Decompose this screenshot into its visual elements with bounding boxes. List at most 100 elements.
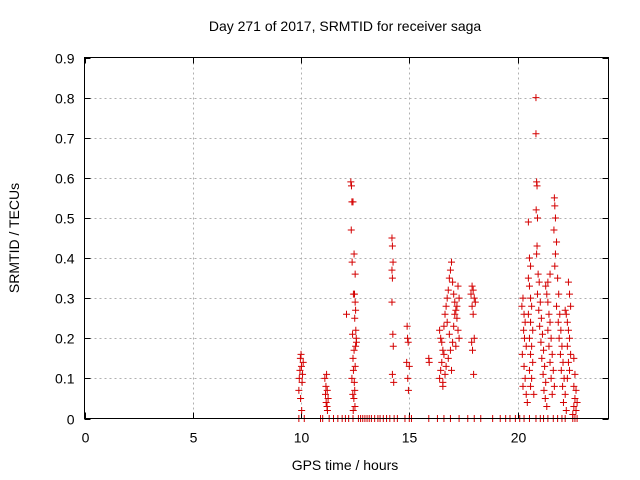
data-point (389, 330, 397, 338)
data-point (297, 350, 305, 358)
data-point (548, 390, 556, 398)
y-tick-label: 0.9 (55, 51, 75, 67)
data-point (403, 358, 411, 366)
data-point (572, 386, 580, 394)
y-tick-label: 0.1 (55, 371, 75, 387)
data-point (450, 290, 458, 298)
data-point (448, 258, 456, 266)
data-point (525, 334, 533, 342)
data-point (322, 398, 330, 406)
data-point (540, 346, 548, 354)
data-point (557, 326, 565, 334)
data-point (563, 374, 571, 382)
data-point (553, 238, 561, 246)
data-point (296, 354, 304, 362)
data-point (352, 326, 360, 334)
data-point (563, 318, 571, 326)
data-point (349, 198, 357, 206)
data-point (530, 390, 538, 398)
data-point (528, 342, 536, 350)
x-tick-label: 10 (294, 430, 310, 446)
data-point (404, 386, 412, 394)
data-point (439, 346, 447, 354)
data-point (350, 394, 358, 402)
data-point (532, 94, 540, 102)
data-point (563, 342, 571, 350)
x-tick-label: 5 (190, 430, 198, 446)
data-point (438, 358, 446, 366)
y-tick-labels: 0 0.1 0.2 0.3 0.4 0.5 0.6 0.7 0.8 0.9 (55, 51, 75, 428)
axis-ticks (84, 57, 609, 420)
data-point (524, 218, 532, 226)
data-point (350, 250, 358, 258)
x-axis-label: GPS time / hours (292, 457, 399, 473)
data-point (537, 314, 545, 322)
data-point (322, 382, 330, 390)
data-point (533, 242, 541, 250)
data-point (299, 358, 307, 366)
data-point (349, 406, 357, 414)
data-point (564, 278, 572, 286)
data-point (298, 378, 306, 386)
data-point (436, 326, 444, 334)
data-point (546, 358, 554, 366)
data-point (564, 358, 572, 366)
data-point (388, 234, 396, 242)
data-point (570, 402, 578, 410)
data-point (571, 394, 579, 402)
data-point (388, 298, 396, 306)
data-point (551, 214, 559, 222)
data-point (468, 338, 476, 346)
data-point (525, 282, 533, 290)
data-point (352, 306, 360, 314)
data-point (451, 310, 459, 318)
data-point (441, 370, 449, 378)
data-point (523, 398, 531, 406)
chart-title: Day 271 of 2017, SRMTID for receiver sag… (209, 18, 482, 34)
data-point (527, 318, 535, 326)
data-point (559, 382, 567, 390)
data-point (524, 310, 532, 318)
data-point (388, 370, 396, 378)
data-point (323, 406, 331, 414)
data-point (562, 310, 570, 318)
data-point (295, 374, 303, 382)
data-point (554, 274, 562, 282)
data-point (538, 354, 546, 362)
data-point (535, 306, 543, 314)
data-point (536, 322, 544, 330)
data-point (570, 354, 578, 362)
data-point (559, 398, 567, 406)
data-point (442, 362, 450, 370)
data-point (567, 350, 575, 358)
data-point (545, 310, 553, 318)
data-point (543, 402, 551, 410)
data-point (554, 318, 562, 326)
data-point (544, 298, 552, 306)
data-point (443, 294, 451, 302)
data-point (449, 278, 457, 286)
data-point (471, 298, 479, 306)
y-tick-label: 0.6 (55, 171, 75, 187)
data-point (521, 374, 529, 382)
data-point (571, 370, 579, 378)
data-point (544, 326, 552, 334)
data-point (519, 294, 527, 302)
data-point (445, 330, 453, 338)
data-point (388, 274, 396, 282)
data-point (564, 326, 572, 334)
data-point (350, 378, 358, 386)
x-tick-label: 0 (82, 430, 90, 446)
data-point (543, 290, 551, 298)
data-point (522, 390, 530, 398)
data-point (546, 270, 554, 278)
plot-frame (84, 57, 609, 419)
y-tick-label: 0.4 (55, 251, 75, 267)
data-point (321, 390, 329, 398)
data-point (453, 314, 461, 322)
data-point (525, 366, 533, 374)
data-point (443, 318, 451, 326)
data-point (350, 346, 358, 354)
data-point (524, 274, 532, 282)
data-point (439, 382, 447, 390)
